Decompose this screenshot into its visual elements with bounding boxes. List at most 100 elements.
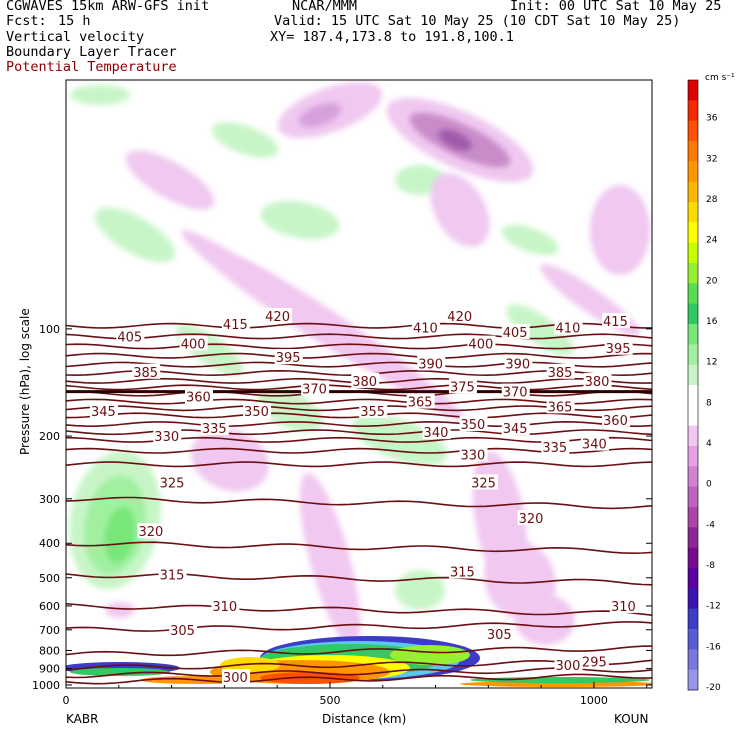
theta-label-bg — [89, 402, 118, 418]
field-boundary-layer-tracer: Boundary Layer Tracer — [6, 44, 177, 60]
x-tick-label: 1000 — [580, 694, 608, 707]
y-tick-label: 800 — [39, 644, 60, 657]
theta-label: 310 — [212, 600, 237, 615]
forecast-label: Fcst: — [6, 13, 47, 29]
theta-label: 360 — [603, 414, 628, 429]
theta-label: 365 — [548, 400, 573, 415]
theta-label: 385 — [133, 366, 158, 381]
theta-label-bg — [602, 312, 631, 328]
theta-contour-line — [66, 352, 652, 359]
theta-label: 345 — [503, 422, 528, 437]
theta-contour-line — [66, 343, 652, 350]
theta-contour-line — [66, 645, 652, 657]
colorbar-tick-label: -8 — [706, 561, 715, 571]
colorbar-swatch — [688, 425, 698, 447]
colorbar-tick-label: 8 — [706, 398, 712, 408]
theta-label-bg — [501, 323, 530, 339]
theta-label-bg — [459, 416, 488, 432]
colorbar-swatch — [688, 141, 698, 162]
theta-label-bg — [554, 657, 583, 673]
boundary-layer-tracer-cell — [220, 657, 280, 673]
forecast-hours: 15 h — [58, 13, 91, 29]
colorbar-swatch — [688, 283, 698, 305]
y-tick-label: 300 — [39, 493, 60, 506]
theta-contour-line — [66, 333, 652, 340]
colorbar-swatch — [688, 669, 698, 691]
x-tick-label: 0 — [63, 694, 70, 707]
y-tick-label: 500 — [39, 572, 60, 585]
theta-label: 390 — [418, 357, 443, 372]
theta-label: 320 — [138, 525, 163, 540]
velocity-shading-cell — [105, 602, 135, 618]
theta-label-bg — [470, 474, 499, 490]
theta-label-bg — [132, 363, 161, 379]
colorbar-swatch — [688, 547, 698, 569]
colorbar-swatch — [688, 385, 698, 406]
theta-label-bg — [200, 420, 229, 436]
theta-contour-line — [66, 541, 652, 555]
colorbar-tick-label: 36 — [706, 114, 718, 124]
theta-label-bg — [211, 597, 240, 613]
colorbar-tick-label: 32 — [706, 154, 717, 164]
theta-label: 415 — [223, 318, 248, 333]
theta-label: 325 — [160, 476, 185, 491]
theta-contour-line — [66, 673, 652, 685]
theta-label: 360 — [186, 391, 211, 406]
theta-label: 355 — [360, 405, 385, 420]
theta-label: 405 — [117, 330, 142, 345]
theta-label: 350 — [244, 405, 269, 420]
theta-label-bg — [546, 398, 575, 414]
theta-contour-line — [66, 496, 652, 510]
y-tick-label: 400 — [39, 537, 60, 550]
theta-label-bg — [264, 307, 293, 323]
theta-label: 340 — [582, 438, 607, 453]
theta-label-bg — [609, 597, 638, 613]
cross-section-xy: XY= 187.4,173.8 to 191.8,100.1 — [270, 29, 514, 45]
theta-label: 400 — [181, 338, 206, 353]
colorbar-swatch — [688, 364, 698, 386]
colorbar-swatch — [688, 507, 698, 528]
theta-label-bg — [541, 439, 570, 455]
colorbar-swatch — [688, 303, 698, 325]
plot-frame — [65, 79, 653, 689]
velocity-shading-cell — [211, 122, 279, 158]
colorbar-swatch — [688, 527, 698, 549]
colorbar-swatch — [688, 324, 698, 345]
colorbar-swatch — [688, 181, 698, 203]
y-axis-label: Pressure (hPa), log scale — [18, 308, 32, 455]
colorbar-tick-label: 4 — [706, 439, 712, 449]
theta-label-bg — [467, 335, 496, 351]
theta-label: 420 — [447, 310, 472, 325]
theta-label-bg — [580, 653, 609, 669]
boundary-layer-tracer-cell — [470, 677, 650, 683]
theta-label-bg — [221, 669, 250, 685]
theta-label-bg — [602, 411, 631, 427]
colorbar-swatch — [688, 588, 698, 610]
colorbar-swatch — [688, 568, 698, 589]
colorbar-tick-label: -20 — [706, 683, 721, 693]
colorbar-swatch — [688, 466, 698, 488]
theta-label-bg — [417, 355, 446, 371]
theta-label: 300 — [223, 671, 248, 686]
theta-label-bg — [184, 388, 213, 404]
theta-label-bg — [604, 339, 633, 355]
velocity-shading-cell — [125, 150, 215, 210]
velocity-shading-cell — [395, 570, 445, 610]
theta-label-bg — [580, 435, 609, 451]
org-label: NCAR/MMM — [292, 0, 358, 14]
theta-label-bg — [221, 316, 250, 332]
colorbar-swatch — [688, 263, 698, 284]
theta-label-bg — [501, 383, 530, 399]
colorbar-tick-label: 12 — [706, 358, 717, 368]
theta-label-bg — [583, 372, 612, 388]
theta-label: 305 — [170, 624, 195, 639]
velocity-shading-cell — [501, 224, 559, 256]
colorbar-tick-label: -16 — [706, 642, 721, 652]
theta-label: 420 — [265, 310, 290, 325]
theta-label: 390 — [505, 357, 530, 372]
theta-label: 415 — [603, 315, 628, 330]
theta-label: 330 — [154, 430, 179, 445]
theta-label-bg — [158, 474, 187, 490]
valid-time: Valid: 15 UTC Sat 10 May 25 (10 CDT Sat … — [274, 13, 681, 29]
velocity-shading-cell — [191, 428, 269, 492]
